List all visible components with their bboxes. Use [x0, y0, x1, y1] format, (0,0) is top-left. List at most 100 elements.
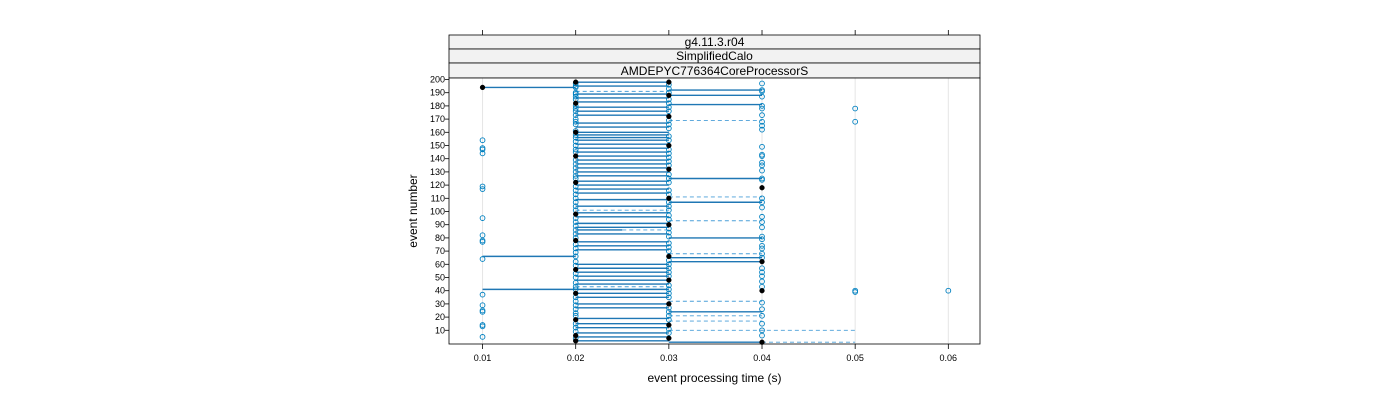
- filled-point: [573, 153, 579, 159]
- open-point: [666, 316, 672, 323]
- open-point: [666, 104, 672, 111]
- filled-point: [573, 332, 579, 339]
- filled-point: [573, 317, 579, 323]
- open-point: [479, 256, 486, 262]
- open-point: [759, 176, 765, 183]
- filled-point: [666, 166, 672, 172]
- filled-point: [666, 322, 672, 328]
- open-point: [759, 250, 765, 257]
- open-point: [759, 167, 765, 174]
- open-point: [666, 150, 672, 157]
- open-point: [852, 118, 859, 125]
- open-point: [572, 249, 579, 256]
- open-point: [572, 173, 579, 179]
- y-tick-label: 100: [430, 207, 445, 217]
- open-point: [759, 88, 765, 95]
- open-point: [759, 320, 765, 327]
- open-point: [666, 216, 672, 223]
- open-point: [666, 330, 672, 336]
- y-tick-label: 70: [435, 246, 445, 256]
- open-point: [666, 261, 672, 268]
- y-axis: 10 20 30 40 50 60 70 80 90 100 110 120 130 140 150 160 1…: [430, 75, 449, 335]
- open-point: [759, 306, 765, 313]
- strip-label-3: AMDEPYC776364CoreProcessorS: [621, 64, 808, 78]
- strip-header-1: g4.11.3.r04: [448, 34, 981, 50]
- y-axis-title: event number: [406, 174, 420, 247]
- y-tick-label: 10: [435, 325, 445, 335]
- filled-point: [666, 195, 672, 201]
- open-point: [479, 150, 486, 157]
- y-tick-label: 40: [435, 286, 445, 296]
- open-point: [572, 118, 579, 125]
- filled-point: [759, 259, 765, 265]
- filled-point: [573, 79, 579, 85]
- open-point: [945, 287, 952, 294]
- open-point: [572, 142, 579, 149]
- open-point: [759, 327, 765, 334]
- filled-point: [573, 211, 579, 217]
- open-point: [666, 229, 672, 236]
- open-point: [759, 213, 765, 220]
- filled-point: [666, 113, 672, 120]
- open-point: [666, 179, 672, 186]
- open-point: [479, 215, 486, 221]
- filled-point: [666, 79, 672, 85]
- y-tick-label: 160: [430, 127, 445, 137]
- open-point: [666, 265, 672, 272]
- open-point: [666, 308, 672, 315]
- filled-point: [666, 253, 672, 260]
- open-point: [572, 195, 579, 202]
- y-tick-label: 20: [435, 312, 445, 322]
- open-point: [479, 137, 486, 144]
- filled-point: [759, 185, 765, 191]
- open-point: [759, 199, 765, 206]
- open-point: [666, 294, 672, 301]
- open-point: [572, 274, 579, 281]
- y-tick-label: 140: [430, 154, 445, 164]
- x-axis: 0.01 0.02 0.03 0.04 0.05 0.06: [474, 30, 957, 363]
- y-tick-label: 190: [430, 88, 445, 98]
- strip-label-1: g4.11.3.r04: [685, 35, 745, 49]
- y-tick-label: 130: [430, 167, 445, 177]
- filled-point: [666, 142, 672, 149]
- open-point: [759, 265, 765, 272]
- open-point: [759, 105, 765, 112]
- open-point: [572, 199, 579, 206]
- open-point: [479, 186, 486, 192]
- y-tick-label: 180: [430, 101, 445, 111]
- open-point: [759, 93, 765, 100]
- strip-label-2: SimplifiedCalo: [676, 49, 753, 63]
- open-point: [666, 203, 672, 210]
- open-point: [572, 231, 579, 237]
- open-point: [666, 158, 672, 165]
- open-point: [479, 146, 486, 153]
- open-point: [479, 334, 486, 340]
- open-point: [759, 153, 765, 159]
- open-point: [759, 273, 765, 280]
- open-point: [759, 112, 765, 118]
- open-point: [759, 143, 765, 150]
- open-point: [666, 312, 672, 319]
- data-points: [479, 79, 952, 345]
- open-point: [759, 159, 765, 166]
- filled-point: [573, 129, 579, 135]
- open-point: [572, 138, 579, 145]
- open-point: [666, 282, 672, 289]
- y-tick-label: 30: [435, 299, 445, 309]
- open-point: [759, 195, 765, 202]
- y-tick-label: 150: [430, 141, 445, 151]
- open-point: [666, 108, 672, 115]
- open-point: [572, 165, 579, 171]
- open-point: [479, 239, 486, 245]
- open-point: [479, 183, 486, 190]
- open-point: [666, 171, 672, 178]
- filled-point: [666, 222, 672, 228]
- connector-lines: [482, 81, 856, 343]
- open-point: [666, 248, 672, 254]
- open-point: [572, 116, 579, 122]
- strip-header-3: AMDEPYC776364CoreProcessorS: [448, 62, 981, 79]
- open-point: [479, 302, 486, 309]
- open-point: [572, 112, 579, 118]
- filled-point: [666, 277, 672, 283]
